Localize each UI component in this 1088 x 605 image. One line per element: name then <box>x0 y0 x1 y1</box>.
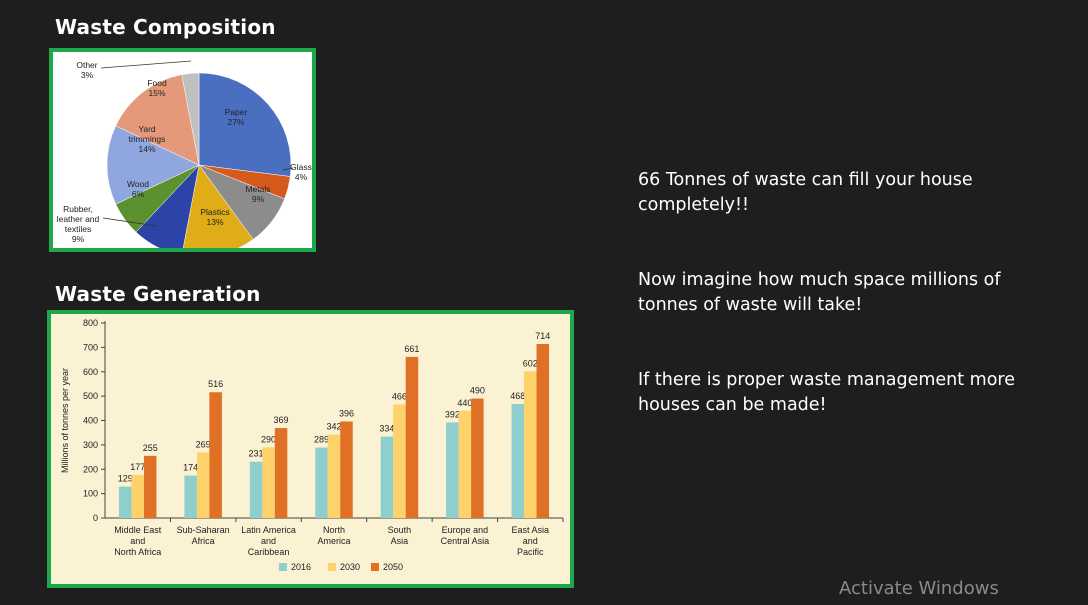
bar-2050-1 <box>209 392 222 518</box>
bar-value-label-2016-4: 334 <box>379 424 394 434</box>
bar-2030-1 <box>196 452 210 518</box>
bar-value-label-2030-1: 269 <box>196 439 211 449</box>
x-category-label-3: North America <box>317 525 350 546</box>
bar-2050-5 <box>471 398 484 518</box>
waste-generation-title: Waste Generation <box>55 282 261 306</box>
bar-2016-6 <box>511 403 525 518</box>
bar-2016-0 <box>118 486 132 518</box>
pie-label-glass: Glass 4% <box>290 162 312 182</box>
pie-label-other: Other 3% <box>76 60 97 80</box>
message-space: Now imagine how much space millions of t… <box>638 270 1001 315</box>
message-house-fill: 66 Tonnes of waste can fill your house c… <box>638 170 973 215</box>
legend-label-2030: 2030 <box>340 562 360 572</box>
legend-label-2050: 2050 <box>383 562 403 572</box>
legend-label-2016: 2016 <box>291 562 311 572</box>
bar-2050-0 <box>143 455 157 518</box>
x-category-label-0: Middle East and North Africa <box>114 525 162 557</box>
pie-leader-line-rubber-leather-and-textiles <box>102 217 158 227</box>
legend-swatch-2030 <box>328 563 336 571</box>
y-tick-label-700: 700 <box>83 342 98 352</box>
pie-slice-yard-trimmings <box>106 125 200 205</box>
pie-label-yard-trimmings: Yard trimmings 14% <box>129 124 166 154</box>
pie-chart-svg: Paper 27% Glass 4% Metals 9% Plastics 13% Rubber… <box>57 60 312 248</box>
x-category-label-6: East Asia and Pacific <box>512 525 550 557</box>
y-tick-label-200: 200 <box>83 464 98 474</box>
pie-slice-other <box>181 72 200 166</box>
bar-value-label-2030-0: 177 <box>130 462 145 472</box>
x-category-label-4: South Asia <box>388 525 412 546</box>
bar-2030-6 <box>524 371 537 518</box>
bar-value-label-2016-2: 231 <box>249 449 264 459</box>
pie-slice-plastics <box>182 164 254 248</box>
pie-label-wood: Wood 6% <box>127 179 149 199</box>
pie-label-rubber-leather-and-textiles: Rubber, leather and textiles 9% <box>57 204 100 244</box>
bar-value-label-2050-3: 396 <box>339 408 354 418</box>
y-tick-label-800: 800 <box>83 318 98 328</box>
bar-value-label-2030-3: 342 <box>326 422 341 432</box>
activate-windows-watermark: Activate Windows <box>839 578 999 599</box>
bar-value-label-2050-2: 369 <box>274 415 289 425</box>
x-category-label-2: Latin America and Caribbean <box>241 525 296 557</box>
bar-value-label-2030-5: 440 <box>457 398 472 408</box>
bar-2030-2 <box>262 447 275 518</box>
pie-leader-line-glass <box>282 167 294 171</box>
y-tick-label-600: 600 <box>83 367 98 377</box>
pie-slice-food <box>115 74 200 166</box>
y-axis-label: Millions of tonnes per year <box>60 368 70 473</box>
pie-leader-line-other <box>100 60 192 69</box>
legend-swatch-2050 <box>371 563 379 571</box>
pie-label-food: Food 15% <box>147 78 167 98</box>
y-tick-label-400: 400 <box>83 416 98 426</box>
y-tick-label-300: 300 <box>83 440 98 450</box>
bar-value-label-2030-6: 602 <box>523 358 538 368</box>
x-category-label-1: Sub-Saharan Africa <box>177 525 230 546</box>
bar-value-label-2050-5: 490 <box>470 386 485 396</box>
pie-slice-paper <box>198 72 292 177</box>
bar-value-label-2030-4: 466 <box>392 391 407 401</box>
y-tick-label-100: 100 <box>83 489 98 499</box>
bar-value-label-2016-6: 468 <box>510 391 525 401</box>
bar-value-label-2016-5: 392 <box>445 409 460 419</box>
bar-2016-4 <box>380 436 394 518</box>
bar-value-label-2050-0: 255 <box>143 443 158 453</box>
message-waste-management: If there is proper waste management more… <box>638 370 1016 415</box>
bar-2016-3 <box>315 447 328 518</box>
waste-generation-chart: 0 100 200 300 400 500 600 700 800 Millions of ton… <box>47 310 574 588</box>
pie-label-paper: Paper 27% <box>225 107 248 127</box>
legend-swatch-2016 <box>279 563 287 571</box>
bar-2016-1 <box>184 475 197 518</box>
bar-value-label-2050-6: 714 <box>535 331 550 341</box>
bar-value-label-2016-1: 174 <box>183 463 198 473</box>
bar-2050-3 <box>340 421 353 518</box>
waste-composition-title: Waste Composition <box>55 15 276 39</box>
pie-label-metals: Metals 9% <box>245 184 270 204</box>
bar-2050-4 <box>405 356 419 518</box>
bar-2030-0 <box>131 474 144 518</box>
y-tick-label-500: 500 <box>83 391 98 401</box>
bar-chart-svg: 0 100 200 300 400 500 600 700 800 Millions of ton… <box>60 318 564 572</box>
bar-2050-2 <box>274 428 288 518</box>
bar-value-label-2050-4: 661 <box>404 344 419 354</box>
x-category-label-5: Europe and Central Asia <box>441 525 490 546</box>
bar-2030-3 <box>327 434 341 518</box>
bar-2050-6 <box>536 343 550 518</box>
waste-composition-chart: Paper 27% Glass 4% Metals 9% Plastics 13% Rubber… <box>49 48 316 252</box>
bar-2016-2 <box>249 461 263 518</box>
bar-value-label-2016-3: 289 <box>314 435 329 445</box>
bar-2016-5 <box>446 422 459 518</box>
pie-label-plastics: Plastics 13% <box>200 207 229 227</box>
y-tick-label-0: 0 <box>93 513 98 523</box>
bar-value-label-2016-0: 129 <box>118 474 133 484</box>
bar-2030-4 <box>393 404 406 518</box>
bar-2030-5 <box>458 410 472 518</box>
bar-value-label-2050-1: 516 <box>208 379 223 389</box>
bar-value-label-2030-2: 290 <box>261 434 276 444</box>
